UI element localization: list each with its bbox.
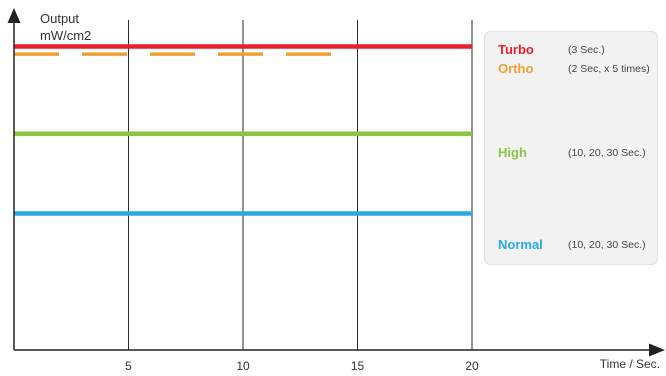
legend-name-high: High <box>498 145 527 160</box>
y-axis-label-line-2: mW/cm2 <box>40 28 92 43</box>
y-axis-label-line-1: Output <box>40 11 80 26</box>
y-axis-label: Output mW/cm2 <box>40 10 91 44</box>
legend-note-normal: (10, 20, 30 Sec.) <box>568 239 646 251</box>
x-axis-label: Time / Sec. <box>599 357 660 371</box>
axes <box>7 8 665 357</box>
legend-name-normal: Normal <box>498 237 543 252</box>
legend-name-turbo: Turbo <box>498 42 534 57</box>
legend-note-ortho: (2 Sec, x 5 times) <box>568 63 650 75</box>
grid-lines <box>128 20 473 350</box>
x-axis-arrow-icon <box>649 343 665 357</box>
legend-note-turbo: (3 Sec.) <box>568 44 605 56</box>
legend-name-ortho: Ortho <box>498 61 534 76</box>
series-lines <box>14 44 472 216</box>
legend: Turbo (3 Sec.) Ortho (2 Sec, x 5 times) … <box>484 31 658 265</box>
x-tick-label: 10 <box>236 359 250 373</box>
x-tick-label: 20 <box>465 359 479 373</box>
legend-note-high: (10, 20, 30 Sec.) <box>568 147 646 159</box>
x-tick-labels: 5 10 15 20 <box>125 359 479 373</box>
y-axis-arrow-icon <box>7 8 21 23</box>
x-tick-label: 5 <box>125 359 132 373</box>
x-tick-label: 15 <box>351 359 365 373</box>
